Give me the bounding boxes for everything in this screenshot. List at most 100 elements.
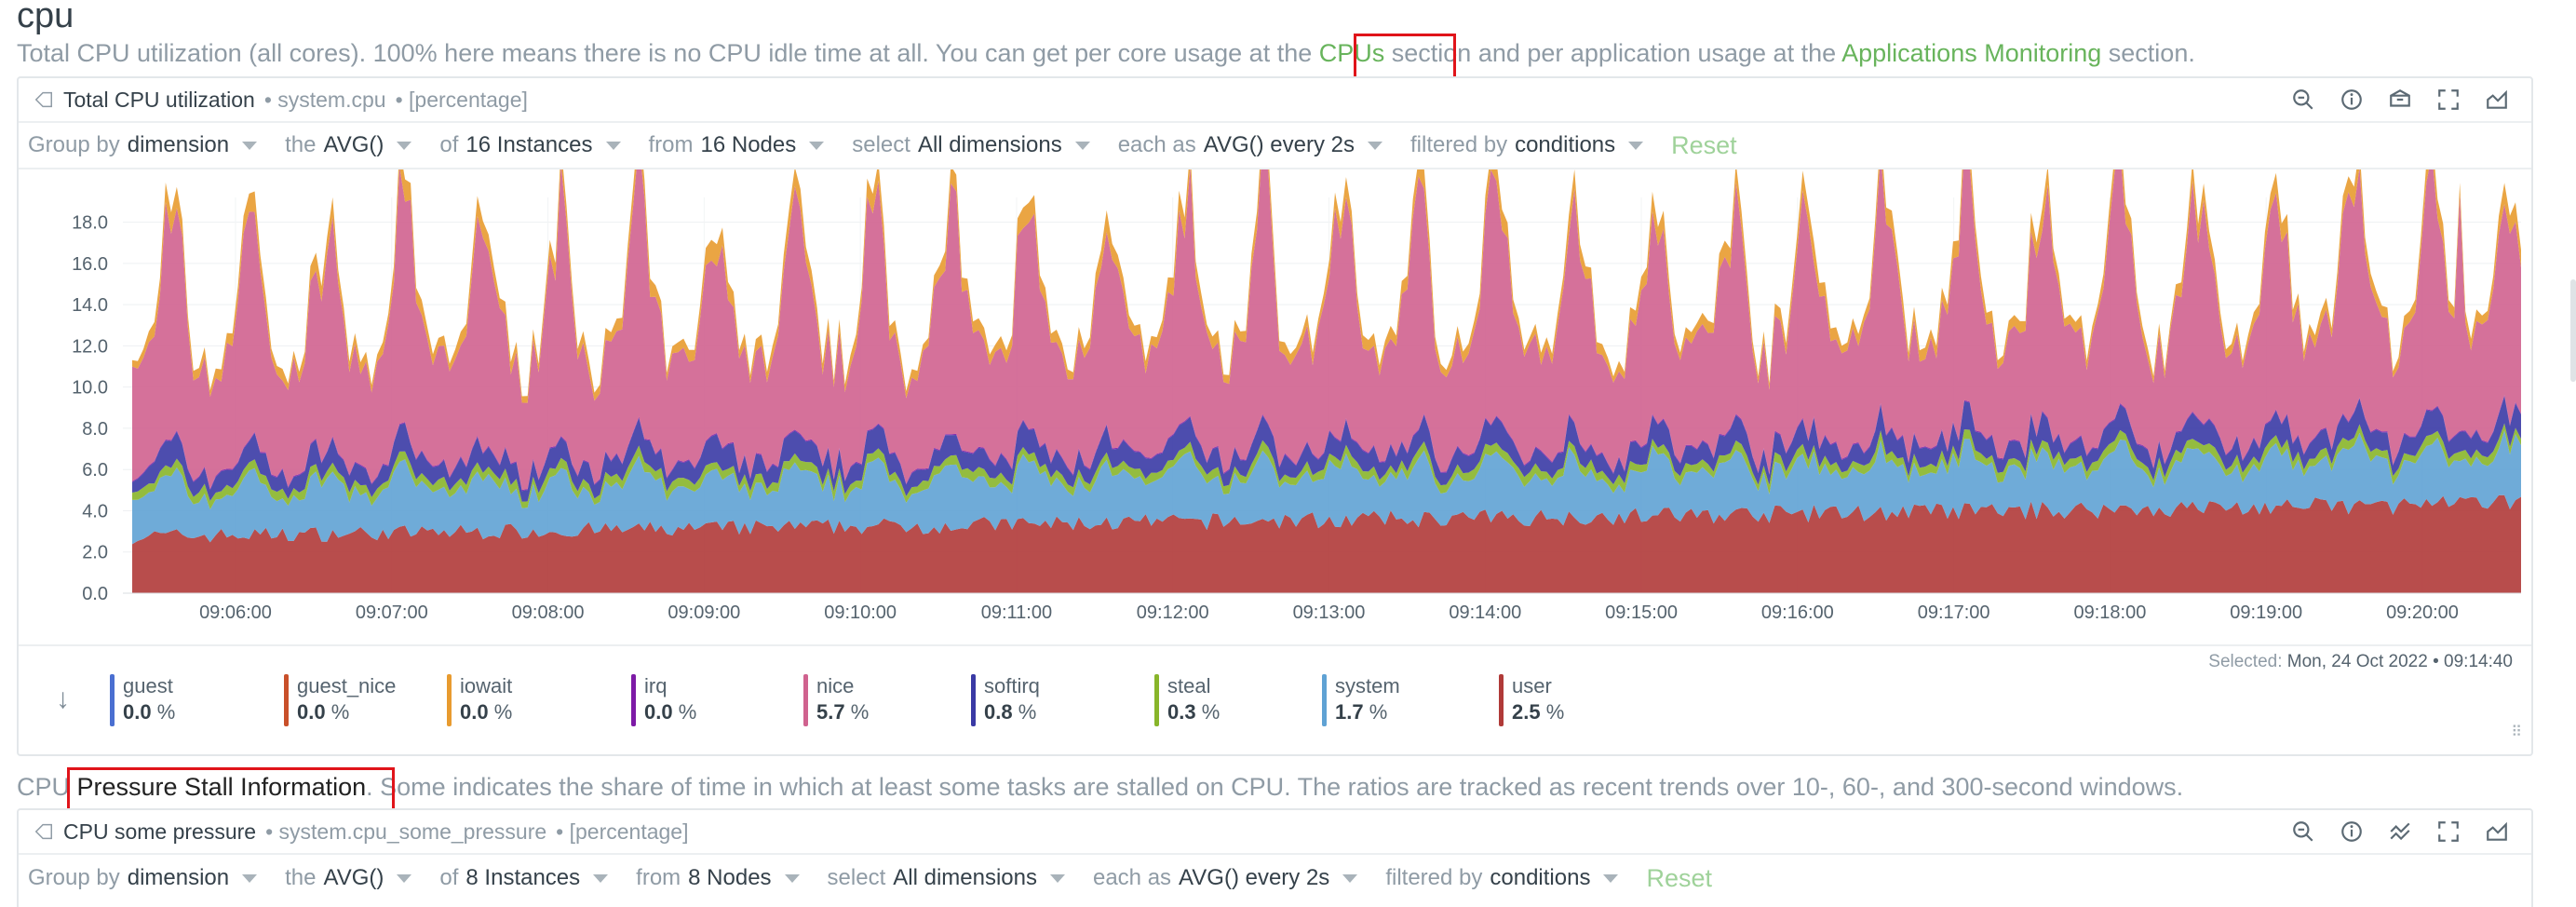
box-icon[interactable] <box>2386 86 2414 114</box>
legend-item-iowait[interactable]: iowait 0.0 % <box>447 674 512 726</box>
instances-dropdown[interactable]: of 16 Instances <box>439 132 621 158</box>
fullscreen-icon[interactable] <box>2434 818 2462 846</box>
legend-item-guest[interactable]: guest 0.0 % <box>110 674 175 726</box>
zoom-icon[interactable] <box>2289 86 2317 114</box>
x-tick-label: 09:12:00 <box>1137 602 1209 623</box>
description-text: . Some indicates the share of time in wh… <box>366 773 2184 801</box>
total-cpu-utilization-card: Total CPU utilization • system.cpu • [pe… <box>17 76 2533 756</box>
description-text: CPU <box>17 773 77 801</box>
chart-units: • [percentage] <box>556 819 689 844</box>
page-scrollbar[interactable] <box>2570 279 2576 382</box>
filter-value: conditions <box>1490 865 1591 890</box>
chart-units: • [percentage] <box>395 87 528 112</box>
pressure-description: CPU Pressure Stall Information. Some ind… <box>17 773 2183 802</box>
filter-conditions-dropdown[interactable]: filtered by conditions <box>1385 865 1619 891</box>
group-by-dropdown[interactable]: Group by dimension <box>28 865 258 891</box>
chart-header: CPU some pressure • system.cpu_some_pres… <box>19 810 2531 855</box>
series-area-steal <box>132 423 2521 510</box>
legend-name: irq <box>644 674 668 697</box>
cpus-section-link[interactable]: CPUs <box>1318 39 1385 67</box>
dimensions-value: All dimensions <box>917 132 1062 157</box>
x-tick-label: 09:13:00 <box>1293 602 1366 623</box>
cpu-some-pressure-card: CPU some pressure • system.cpu_some_pres… <box>17 808 2533 907</box>
dimensions-dropdown[interactable]: select All dimensions <box>828 865 1065 891</box>
reset-button[interactable]: Reset <box>1671 130 1737 159</box>
legend-item-softirq[interactable]: softirq 0.8 % <box>971 674 1040 726</box>
aggregation-label: the <box>285 132 317 157</box>
aggregation-dropdown[interactable]: the AVG() <box>285 132 412 158</box>
legend-color-swatch <box>110 674 115 726</box>
chevron-down-icon <box>1342 873 1358 883</box>
section-title: cpu <box>17 0 74 35</box>
chart-title: Total CPU utilization <box>63 87 255 112</box>
x-tick-label: 09:16:00 <box>1761 602 1834 623</box>
legend-item-user[interactable]: user 2.5 % <box>1499 674 1564 726</box>
dimensions-dropdown[interactable]: select All dimensions <box>852 132 1090 158</box>
instances-label: of <box>439 132 459 157</box>
info-icon[interactable] <box>2338 86 2366 114</box>
nodes-dropdown[interactable]: from 16 Nodes <box>649 132 825 158</box>
chevron-down-icon <box>1628 141 1644 150</box>
legend-color-swatch <box>1499 674 1504 726</box>
legend-name: nice <box>816 674 855 697</box>
filter-value: conditions <box>1515 132 1616 157</box>
line-chart-icon[interactable] <box>2386 818 2414 846</box>
aggregation-value: AVG() <box>323 865 384 890</box>
x-tick-label: 09:17:00 <box>1918 602 1990 623</box>
chart-plot-area[interactable]: 0.0 2.0 4.0 6.0 8.0 10.0 12.0 14.0 16.0 18.0 09:06… <box>19 118 2531 644</box>
nodes-label: from <box>648 132 694 157</box>
chevron-down-icon <box>1074 141 1090 150</box>
time-aggregation-value: AVG() every 2s <box>1179 865 1330 890</box>
x-tick-label: 09:08:00 <box>512 602 585 623</box>
chevron-down-icon <box>1368 141 1383 150</box>
resize-handle-icon[interactable]: ⠿ <box>2511 724 2522 740</box>
time-aggregation-dropdown[interactable]: each as AVG() every 2s <box>1118 132 1383 158</box>
x-tick-label: 09:14:00 <box>1449 602 1521 623</box>
x-tick-label: 09:18:00 <box>2073 602 2146 623</box>
nodes-dropdown[interactable]: from 8 Nodes <box>636 865 800 891</box>
tag-icon <box>34 91 52 108</box>
instances-label: of <box>439 865 459 890</box>
cpu-section-description: Total CPU utilization (all cores). 100% … <box>17 39 2195 68</box>
y-tick-label: 0.0 <box>82 584 108 604</box>
stacked-area-chart[interactable]: 0.0 2.0 4.0 6.0 8.0 10.0 12.0 14.0 16.0 18.0 09:06… <box>19 118 2531 644</box>
legend-item-steal[interactable]: steal 0.3 % <box>1154 674 1220 726</box>
chart-context: • system.cpu <box>263 87 386 112</box>
reset-button[interactable]: Reset <box>1646 863 1712 892</box>
group-by-value: dimension <box>127 865 230 890</box>
info-icon[interactable] <box>2338 818 2366 846</box>
aggregation-dropdown[interactable]: the AVG() <box>285 865 412 891</box>
filter-label: filtered by <box>1410 132 1508 157</box>
zoom-icon[interactable] <box>2289 818 2317 846</box>
legend-color-swatch <box>284 674 289 726</box>
legend-item-guest-nice[interactable]: guest_nice 0.0 % <box>284 674 396 726</box>
applications-monitoring-link[interactable]: Applications Monitoring <box>1841 39 2102 67</box>
legend-item-irq[interactable]: irq 0.0 % <box>631 674 696 726</box>
legend-item-system[interactable]: system 1.7 % <box>1322 674 1400 726</box>
filter-conditions-dropdown[interactable]: filtered by conditions <box>1410 132 1644 158</box>
nodes-value: 8 Nodes <box>688 865 772 890</box>
x-tick-label: 09:06:00 <box>199 602 272 623</box>
group-by-dropdown[interactable]: Group by dimension <box>28 132 258 158</box>
legend-color-swatch <box>803 674 808 726</box>
tag-icon <box>34 823 52 840</box>
legend-color-swatch <box>1322 674 1327 726</box>
fullscreen-icon[interactable] <box>2434 86 2462 114</box>
selected-label: Selected: <box>2208 652 2283 671</box>
legend-value: 0.0 % <box>460 700 513 724</box>
legend-value: 0.0 % <box>644 700 697 724</box>
chevron-down-icon <box>397 141 412 150</box>
group-by-label: Group by <box>28 132 120 157</box>
legend-item-nice[interactable]: nice 5.7 % <box>803 674 869 726</box>
chart-type-icon[interactable] <box>2483 86 2511 114</box>
instances-dropdown[interactable]: of 8 Instances <box>439 865 609 891</box>
chart-type-icon[interactable] <box>2483 818 2511 846</box>
legend-name: guest <box>123 674 173 697</box>
series-area-system <box>132 430 2521 545</box>
time-aggregation-dropdown[interactable]: each as AVG() every 2s <box>1093 865 1358 891</box>
selected-value: Mon, 24 Oct 2022 • 09:14:40 <box>2286 652 2513 671</box>
pressure-stall-link[interactable]: Pressure Stall Information <box>76 773 367 801</box>
arrow-down-icon[interactable]: ↓ <box>56 684 70 714</box>
chart-title: CPU some pressure <box>63 819 257 844</box>
group-by-value: dimension <box>127 132 230 157</box>
